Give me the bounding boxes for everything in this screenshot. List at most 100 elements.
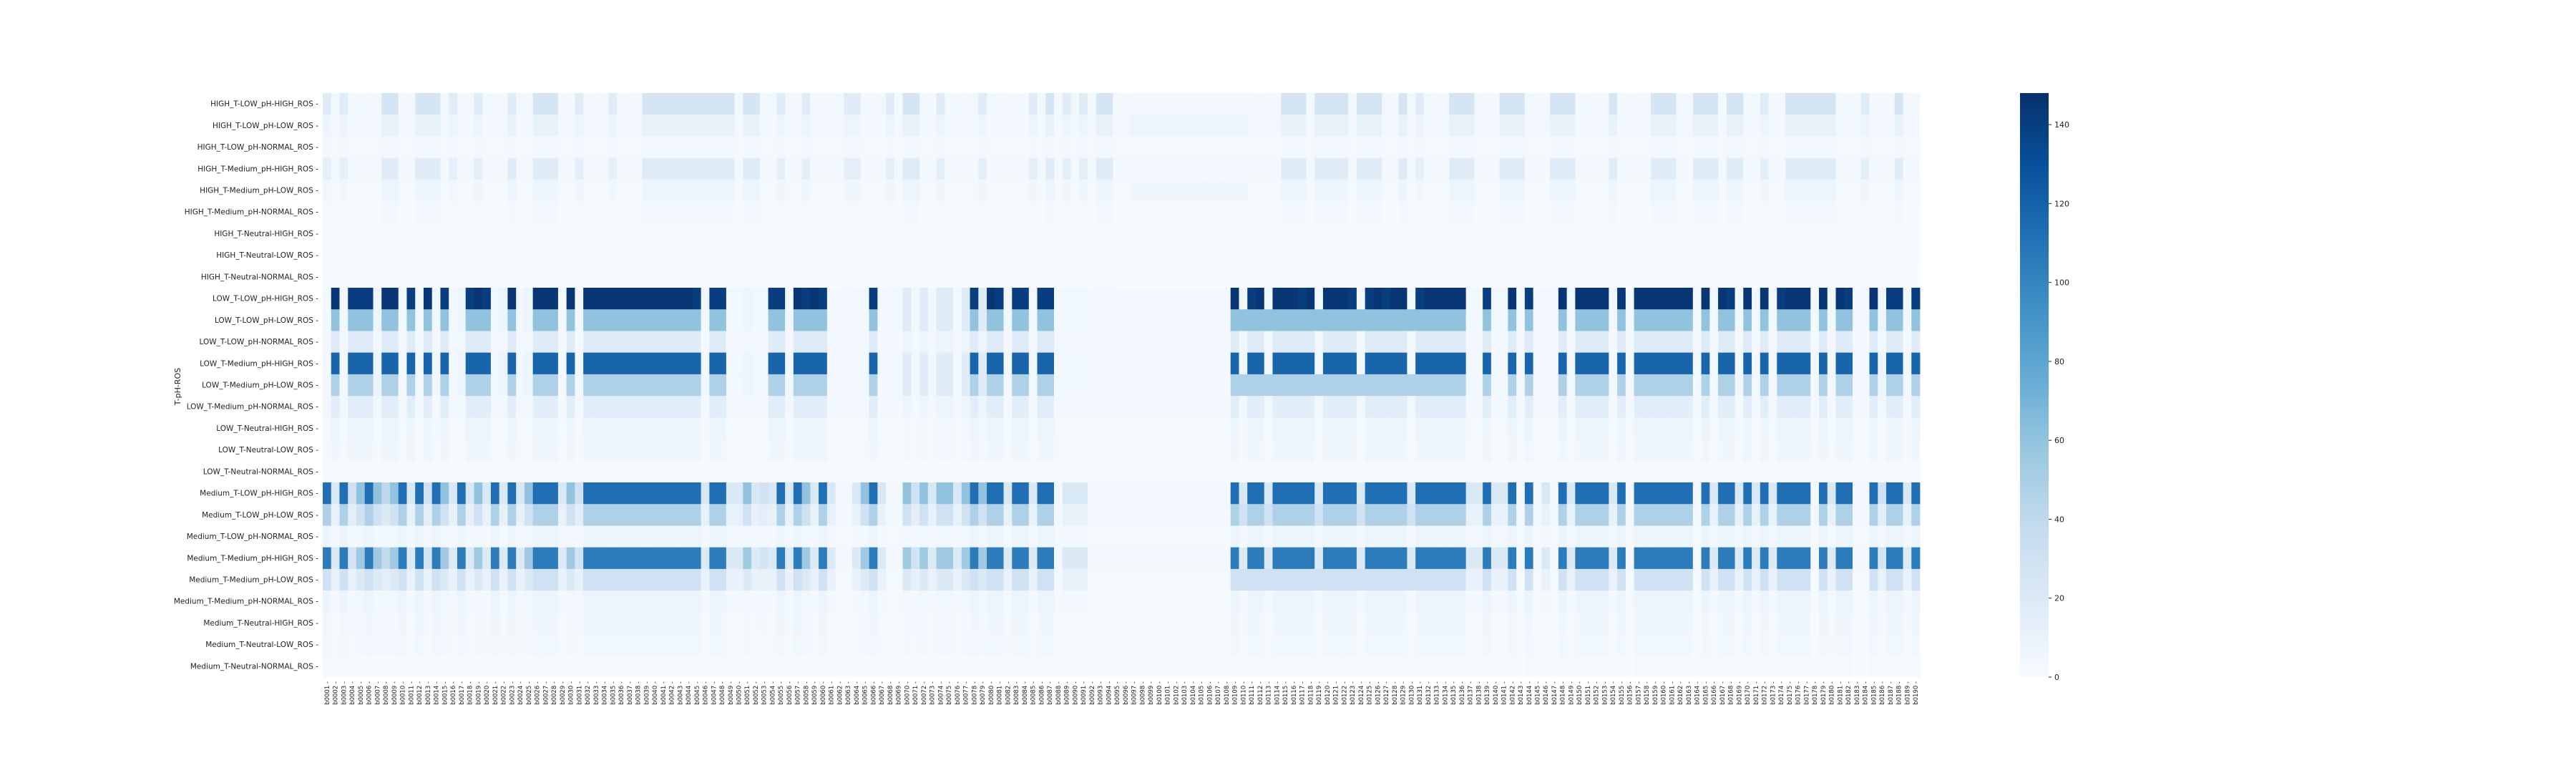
heatmap-cell <box>844 396 853 418</box>
heatmap-cell <box>726 93 736 115</box>
heatmap-cell <box>1255 93 1265 115</box>
heatmap-cell <box>482 568 492 591</box>
heatmap-cell <box>566 136 575 159</box>
heatmap-cell <box>1348 612 1357 634</box>
heatmap-cell <box>894 223 903 245</box>
heatmap-cell <box>398 525 407 548</box>
heatmap-cell <box>1835 482 1845 505</box>
heatmap-cell <box>1104 223 1113 245</box>
heatmap-cell <box>658 655 668 678</box>
heatmap-cell <box>1113 201 1122 223</box>
heatmap-cell <box>1651 115 1660 137</box>
heatmap-cell <box>801 288 811 310</box>
heatmap-cell <box>1373 633 1382 656</box>
heatmap-cell <box>793 136 802 159</box>
heatmap-cell <box>1415 93 1425 115</box>
heatmap-cell <box>339 460 348 483</box>
heatmap-cell <box>1541 309 1551 331</box>
heatmap-cell <box>1154 266 1164 288</box>
heatmap-cell <box>1903 460 1912 483</box>
heatmap-cell <box>877 115 887 137</box>
heatmap-cell <box>1382 352 1391 375</box>
heatmap-cell <box>348 115 357 137</box>
heatmap-cell <box>1558 547 1568 570</box>
heatmap-cell <box>524 590 534 613</box>
heatmap-cell <box>1415 179 1425 202</box>
heatmap-cell <box>1171 482 1181 505</box>
heatmap-cell <box>1692 201 1702 223</box>
heatmap-cell <box>600 396 609 418</box>
heatmap-cell <box>1684 439 1694 462</box>
heatmap-cell <box>894 179 903 202</box>
heatmap-cell <box>550 179 559 202</box>
heatmap-cell <box>1163 179 1172 202</box>
heatmap-cell <box>1777 93 1786 115</box>
heatmap-cell <box>1726 460 1735 483</box>
heatmap-cell <box>1802 568 1811 591</box>
heatmap-cell <box>927 93 937 115</box>
heatmap-cell <box>1398 244 1407 267</box>
heatmap-cell <box>970 374 979 397</box>
heatmap-cell <box>1365 93 1374 115</box>
heatmap-cell <box>1214 547 1223 570</box>
heatmap-cell <box>1777 223 1786 245</box>
heatmap-cell <box>1474 612 1483 634</box>
heatmap-cell <box>1609 633 1618 656</box>
heatmap-cell <box>1735 266 1744 288</box>
heatmap-cell <box>323 223 332 245</box>
heatmap-cell <box>1760 223 1769 245</box>
heatmap-cell <box>1625 266 1634 288</box>
heatmap-cell <box>1726 223 1735 245</box>
heatmap-cell <box>415 309 424 331</box>
heatmap-cell <box>835 331 844 354</box>
heatmap-cell <box>1810 115 1820 137</box>
heatmap-cell <box>1566 352 1576 375</box>
heatmap-cell <box>633 374 643 397</box>
heatmap-cell <box>642 244 651 267</box>
heatmap-cell <box>1903 266 1912 288</box>
heatmap-cell <box>987 504 996 526</box>
heatmap-cell <box>852 612 862 634</box>
heatmap-cell <box>1659 309 1668 331</box>
heatmap-cell <box>1718 201 1727 223</box>
heatmap-cell <box>1516 288 1526 310</box>
heatmap-cell <box>440 374 449 397</box>
heatmap-cell <box>810 460 819 483</box>
heatmap-cell <box>524 115 534 137</box>
heatmap-cell <box>1096 525 1105 548</box>
heatmap-cell <box>1533 309 1542 331</box>
heatmap-cell <box>1415 612 1425 634</box>
heatmap-cell <box>617 374 626 397</box>
heatmap-cell <box>557 417 567 439</box>
heatmap-cell <box>1045 612 1055 634</box>
heatmap-cell <box>633 136 643 159</box>
heatmap-cell <box>1508 266 1517 288</box>
heatmap-cell <box>1070 136 1080 159</box>
heatmap-cell <box>1188 568 1198 591</box>
heatmap-cell <box>1894 201 1903 223</box>
heatmap-cell <box>911 417 920 439</box>
heatmap-cell <box>1322 115 1332 137</box>
heatmap-cell <box>1718 612 1727 634</box>
heatmap-cell <box>1625 201 1634 223</box>
heatmap-cell <box>810 223 819 245</box>
heatmap-cell <box>1785 179 1795 202</box>
heatmap-cell <box>1810 547 1820 570</box>
heatmap-cell <box>1676 136 1685 159</box>
heatmap-cell <box>532 201 542 223</box>
heatmap-cell <box>1340 331 1349 354</box>
heatmap-cell <box>1331 352 1340 375</box>
heatmap-cell <box>801 612 811 634</box>
heatmap-cell <box>692 482 702 505</box>
heatmap-cell <box>499 655 508 678</box>
heatmap-cell <box>449 482 458 505</box>
heatmap-cell <box>1718 590 1727 613</box>
heatmap-cell <box>1289 115 1299 137</box>
heatmap-cell <box>1365 201 1374 223</box>
heatmap-cell <box>364 547 374 570</box>
heatmap-cell <box>1894 331 1903 354</box>
heatmap-cell <box>1205 547 1214 570</box>
heatmap-cell <box>1272 93 1282 115</box>
heatmap-cell <box>1667 568 1677 591</box>
heatmap-cell <box>709 157 718 180</box>
